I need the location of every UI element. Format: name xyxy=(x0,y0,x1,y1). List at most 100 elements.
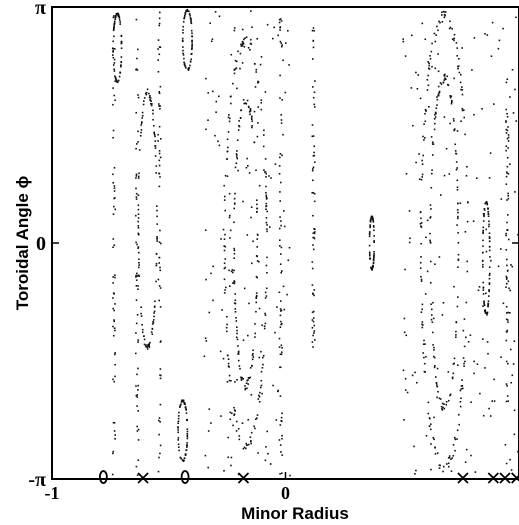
data-point xyxy=(279,216,281,218)
data-point xyxy=(311,267,314,270)
data-point xyxy=(457,67,459,70)
data-point xyxy=(249,110,252,112)
data-point xyxy=(113,309,115,312)
data-point xyxy=(237,350,240,353)
data-point xyxy=(224,258,227,260)
data-point xyxy=(246,444,248,446)
data-point xyxy=(282,285,285,288)
data-point xyxy=(148,346,151,349)
data-point xyxy=(431,314,433,316)
data-point xyxy=(439,398,442,400)
data-point xyxy=(232,424,234,427)
data-point xyxy=(151,323,154,325)
data-point xyxy=(435,376,437,378)
data-point xyxy=(509,289,511,292)
data-point xyxy=(488,236,491,238)
data-point xyxy=(222,357,225,360)
data-point xyxy=(433,32,436,35)
data-point xyxy=(493,103,495,105)
data-point xyxy=(288,246,291,249)
data-point xyxy=(434,114,436,116)
data-point xyxy=(278,439,281,441)
data-point xyxy=(135,276,137,278)
data-point xyxy=(457,211,459,214)
data-point xyxy=(223,267,226,270)
data-point xyxy=(423,139,425,141)
data-point xyxy=(279,353,282,356)
data-point xyxy=(511,374,514,377)
data-points xyxy=(111,8,519,477)
data-point xyxy=(156,238,158,240)
data-point xyxy=(371,218,374,220)
data-point xyxy=(465,175,468,177)
data-point xyxy=(312,293,314,295)
data-point xyxy=(510,469,513,471)
data-point xyxy=(313,192,316,195)
data-point xyxy=(114,363,116,366)
data-point xyxy=(135,175,138,177)
data-point xyxy=(257,122,259,124)
data-point xyxy=(433,438,435,441)
data-point xyxy=(262,356,264,359)
data-point xyxy=(238,125,241,128)
data-point xyxy=(482,286,485,289)
data-point xyxy=(420,226,423,228)
data-point xyxy=(177,422,179,424)
data-point xyxy=(279,263,282,265)
data-point xyxy=(314,80,316,82)
data-point xyxy=(156,236,158,238)
data-point xyxy=(140,122,143,124)
data-point xyxy=(227,436,229,439)
data-point xyxy=(150,331,153,333)
data-point xyxy=(445,401,448,403)
data-point xyxy=(277,390,279,393)
data-point xyxy=(120,35,123,37)
data-point xyxy=(178,446,180,448)
data-point xyxy=(429,241,432,243)
data-point xyxy=(226,138,229,141)
data-point xyxy=(462,357,465,359)
data-point xyxy=(113,27,115,29)
data-point xyxy=(453,128,456,130)
data-point xyxy=(243,38,245,41)
data-point xyxy=(485,201,487,204)
data-point xyxy=(234,68,237,70)
data-point xyxy=(488,232,491,234)
data-point xyxy=(112,129,115,132)
data-point xyxy=(457,232,459,234)
data-point xyxy=(234,308,237,310)
data-point xyxy=(443,13,446,16)
data-point xyxy=(280,122,283,124)
data-point xyxy=(263,169,265,171)
data-point xyxy=(459,81,462,84)
data-point xyxy=(114,80,116,83)
data-point xyxy=(460,397,462,400)
data-point xyxy=(183,17,185,20)
data-point xyxy=(428,106,430,108)
data-point xyxy=(179,406,181,408)
data-point xyxy=(177,427,179,429)
data-point xyxy=(112,182,114,184)
data-point xyxy=(459,405,462,408)
data-point xyxy=(113,320,115,323)
data-point xyxy=(141,117,143,119)
data-point xyxy=(488,274,491,276)
data-point xyxy=(312,86,314,88)
data-point xyxy=(432,317,435,320)
data-point xyxy=(233,69,236,71)
data-point xyxy=(186,8,188,11)
data-point xyxy=(152,112,154,115)
data-point xyxy=(242,378,244,380)
data-point xyxy=(159,444,162,447)
data-point xyxy=(224,289,226,291)
data-point xyxy=(279,29,281,31)
data-point xyxy=(137,96,140,99)
y-axis-label: Toroidal Angle ϕ xyxy=(13,175,32,310)
data-point xyxy=(453,77,455,80)
data-point xyxy=(281,270,283,272)
data-point xyxy=(144,344,147,347)
data-point xyxy=(280,119,283,121)
data-point xyxy=(509,96,511,98)
data-point xyxy=(453,120,455,122)
